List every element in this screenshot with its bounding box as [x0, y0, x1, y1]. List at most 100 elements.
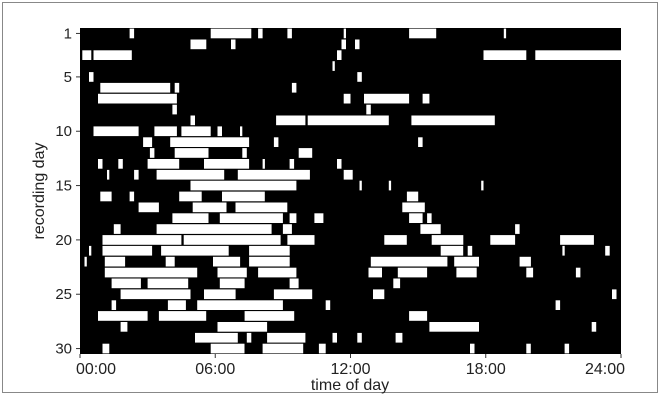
- activity-mark: [364, 93, 410, 104]
- activity-mark: [359, 180, 362, 191]
- activity-mark: [262, 159, 265, 169]
- activity-mark: [406, 191, 419, 202]
- activity-mark: [343, 93, 351, 104]
- activity-mark: [314, 213, 324, 223]
- activity-mark: [197, 300, 283, 310]
- activity-mark: [217, 126, 222, 137]
- activity-mark: [402, 202, 425, 213]
- activity-mark: [456, 267, 477, 278]
- activity-mark: [147, 159, 180, 169]
- activity-mark: [562, 245, 565, 256]
- activity-mark: [395, 332, 403, 343]
- x-tick-label: 18:00: [466, 361, 506, 378]
- activity-mark: [102, 235, 182, 245]
- activity-mark: [158, 311, 207, 321]
- activity-mark: [98, 311, 148, 321]
- activity-mark: [167, 300, 186, 310]
- activity-mark: [102, 245, 153, 256]
- activity-mark: [120, 322, 128, 332]
- activity-mark: [98, 159, 103, 169]
- activity-mark: [341, 39, 346, 50]
- activity-mark: [427, 213, 432, 223]
- activity-mark: [237, 169, 310, 180]
- activity-mark: [235, 202, 288, 213]
- activity-mark: [298, 148, 313, 158]
- activity-mark: [289, 278, 299, 289]
- activity-mark: [454, 256, 479, 267]
- activity-mark: [104, 267, 198, 278]
- activity-mark: [156, 169, 225, 180]
- activity-mark: [391, 354, 452, 365]
- activity-mark: [204, 289, 236, 300]
- activity-mark: [343, 169, 353, 180]
- activity-mark: [195, 332, 238, 343]
- activity-mark: [213, 256, 241, 267]
- activity-mark: [409, 213, 423, 223]
- activity-mark: [219, 213, 283, 223]
- activity-mark: [591, 322, 597, 332]
- activity-mark: [217, 267, 247, 278]
- activity-mark: [409, 311, 428, 321]
- activity-mark: [138, 202, 159, 213]
- activity-mark: [210, 343, 245, 354]
- y-tick-label: 10: [55, 123, 72, 140]
- activity-mark: [560, 235, 594, 245]
- activity-mark: [535, 50, 621, 60]
- activity-mark: [515, 224, 520, 234]
- activity-mark: [481, 180, 484, 191]
- activity-mark: [100, 82, 171, 93]
- activity-mark: [273, 354, 319, 365]
- activity-mark: [612, 289, 617, 300]
- activity-mark: [526, 343, 531, 354]
- activity-mark: [409, 28, 437, 39]
- activity-mark: [258, 28, 263, 39]
- activity-mark: [118, 159, 123, 169]
- activity-mark: [170, 137, 250, 147]
- activity-mark: [93, 126, 139, 137]
- activity-mark: [307, 115, 389, 126]
- activity-mark: [231, 39, 236, 50]
- activity-mark: [120, 289, 191, 300]
- x-tick-label: 24:00: [585, 361, 625, 378]
- activity-mark: [246, 332, 252, 343]
- activity-mark: [267, 332, 306, 343]
- activity-mark: [370, 256, 448, 267]
- x-tick-label: 06:00: [195, 361, 235, 378]
- activity-mark: [289, 213, 297, 223]
- activity-mark: [134, 169, 139, 180]
- activity-mark: [210, 28, 252, 39]
- activity-mark: [89, 72, 94, 82]
- activity-mark: [156, 224, 272, 234]
- activity-mark: [503, 28, 507, 39]
- activity-mark: [219, 278, 245, 289]
- y-tick-label: 5: [64, 69, 72, 86]
- activity-mark: [483, 50, 527, 60]
- activity-mark: [355, 39, 360, 50]
- activity-mark: [242, 148, 247, 158]
- activity-mark: [174, 82, 180, 93]
- activity-mark: [366, 104, 371, 115]
- activity-mark: [273, 289, 313, 300]
- activity-mark: [388, 180, 392, 191]
- activity-mark: [190, 115, 195, 126]
- activity-mark: [431, 235, 464, 245]
- activity-mark: [325, 300, 331, 310]
- activity-mark: [373, 289, 385, 300]
- activity-mark: [161, 245, 229, 256]
- activity-mark: [93, 50, 132, 60]
- activity-mark: [289, 159, 295, 169]
- activity-mark: [357, 332, 362, 343]
- activity-mark: [490, 235, 516, 245]
- y-tick-label: 15: [55, 178, 72, 195]
- activity-mark: [165, 256, 175, 267]
- activity-marks: [82, 28, 621, 365]
- activity-mark: [147, 278, 189, 289]
- activity-mark: [217, 322, 268, 332]
- activity-mark: [174, 148, 209, 158]
- activity-mark: [332, 332, 337, 343]
- y-tick-label: 30: [55, 341, 72, 358]
- plot-area: [80, 28, 621, 354]
- activity-mark: [190, 39, 207, 50]
